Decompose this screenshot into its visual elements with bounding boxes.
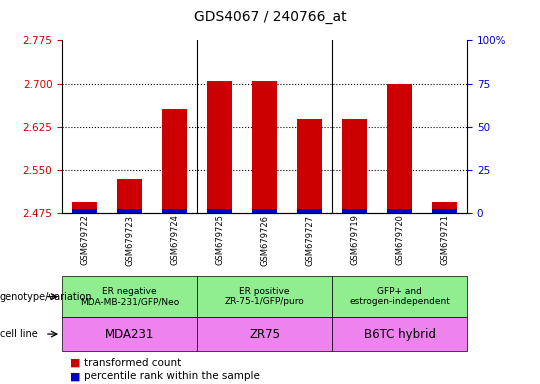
Bar [252,81,277,213]
Bar [297,119,322,213]
Bar [342,209,367,213]
Bar [297,209,322,213]
Text: genotype/variation: genotype/variation [0,291,93,302]
Bar [207,81,232,213]
Bar [72,202,97,213]
Text: ER positive
ZR-75-1/GFP/puro: ER positive ZR-75-1/GFP/puro [225,287,305,306]
Bar [387,84,412,213]
Bar [117,209,142,213]
Bar [342,119,367,213]
Text: ■: ■ [70,371,80,381]
Text: B6TC hybrid: B6TC hybrid [363,328,436,341]
Bar [252,209,277,213]
Text: GFP+ and
estrogen-independent: GFP+ and estrogen-independent [349,287,450,306]
Bar [117,179,142,213]
Text: transformed count: transformed count [84,358,181,368]
Text: GDS4067 / 240766_at: GDS4067 / 240766_at [194,10,346,23]
Bar [207,209,232,213]
Text: cell line: cell line [0,329,38,339]
Text: percentile rank within the sample: percentile rank within the sample [84,371,260,381]
Bar [432,209,457,213]
Text: ZR75: ZR75 [249,328,280,341]
Text: ■: ■ [70,358,80,368]
Bar [387,209,412,213]
Bar [162,209,187,213]
Text: ER negative
MDA-MB-231/GFP/Neo: ER negative MDA-MB-231/GFP/Neo [80,287,179,306]
Bar [162,109,187,213]
Text: MDA231: MDA231 [105,328,154,341]
Bar [432,202,457,213]
Bar [72,209,97,213]
